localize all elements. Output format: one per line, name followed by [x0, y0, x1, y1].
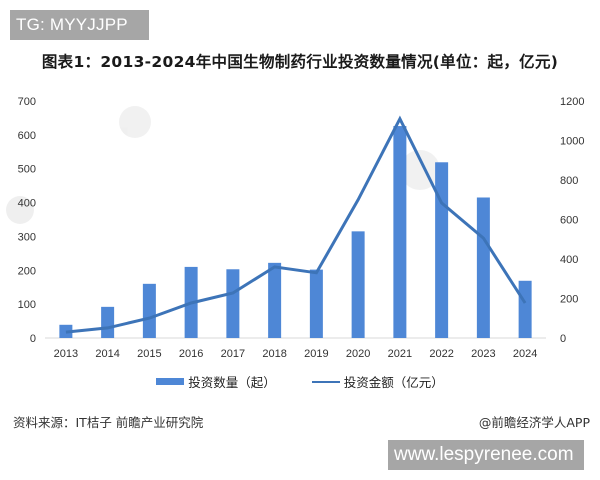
legend-bar-label: 投资数量（起） [188, 375, 276, 390]
x-axis-labels: 2013 2014 2015 2016 2017 2018 2019 2020 2021 2022… [54, 348, 538, 360]
left-tick-label: 100 [18, 299, 36, 311]
right-tick-label: 1200 [560, 96, 584, 108]
chart-title: 图表1：2013-2024年中国生物制药行业投资数量情况(单位：起，亿元) [41, 53, 559, 71]
x-tick-label: 2015 [137, 348, 161, 360]
bar-2024 [518, 280, 532, 338]
left-tick-label: 600 [18, 130, 36, 142]
right-axis-ticks: 0 200 400 600 800 1000 1200 [560, 96, 584, 345]
x-tick-label: 2018 [262, 348, 286, 360]
line-series [65, 115, 527, 334]
bar-2018 [268, 262, 282, 338]
bar-2021 [393, 126, 407, 338]
right-tick-label: 400 [560, 254, 578, 266]
x-tick-label: 2014 [95, 348, 119, 360]
x-tick-label: 2023 [471, 348, 495, 360]
left-axis-ticks: 0 100 200 300 400 500 600 700 [18, 96, 36, 345]
watermark [6, 106, 440, 224]
right-tick-label: 0 [560, 333, 566, 345]
legend-line-label: 投资金额（亿元） [343, 375, 444, 390]
left-tick-label: 200 [18, 265, 36, 277]
x-tick-label: 2022 [429, 348, 453, 360]
tg-badge: TG: MYYJJPP [10, 10, 149, 40]
bar-swatch-icon [156, 378, 185, 385]
x-tick-label: 2017 [221, 348, 245, 360]
line-swatch-icon [311, 380, 340, 383]
bar-2014 [101, 306, 115, 338]
legend-item-line: 投资金额（亿元） [311, 372, 444, 391]
x-tick-label: 2020 [346, 348, 370, 360]
chart-area: 0 100 200 300 400 500 600 700 0 200 400 600 800 1000… [6, 96, 584, 360]
bar-series [59, 126, 532, 338]
right-tick-label: 600 [560, 215, 578, 227]
credit-note: @前瞻经济学人APP [478, 415, 590, 430]
bar-2023 [476, 197, 490, 338]
url-badge: www.lespyrenee.com [388, 440, 584, 470]
bar-2019 [309, 269, 323, 338]
bar-2022 [435, 162, 449, 338]
x-tick-label: 2021 [388, 348, 412, 360]
left-tick-label: 700 [18, 96, 36, 108]
right-tick-label: 800 [560, 175, 578, 187]
right-tick-label: 1000 [560, 136, 584, 148]
x-tick-label: 2013 [54, 348, 78, 360]
bar-2015 [142, 283, 156, 338]
bar-2020 [351, 231, 365, 338]
legend-item-bar: 投资数量（起） [156, 372, 276, 391]
left-tick-label: 400 [18, 198, 36, 210]
left-tick-label: 500 [18, 164, 36, 176]
source-note: 资料来源：IT桔子 前瞻产业研究院 [13, 415, 204, 430]
x-tick-label: 2016 [179, 348, 203, 360]
left-tick-label: 0 [30, 333, 36, 345]
bar-2017 [226, 269, 240, 338]
legend: 投资数量（起） 投资金额（亿元） [0, 372, 600, 391]
right-tick-label: 200 [560, 294, 578, 306]
x-tick-label: 2024 [513, 348, 537, 360]
left-tick-label: 300 [18, 231, 36, 243]
x-tick-label: 2019 [304, 348, 328, 360]
